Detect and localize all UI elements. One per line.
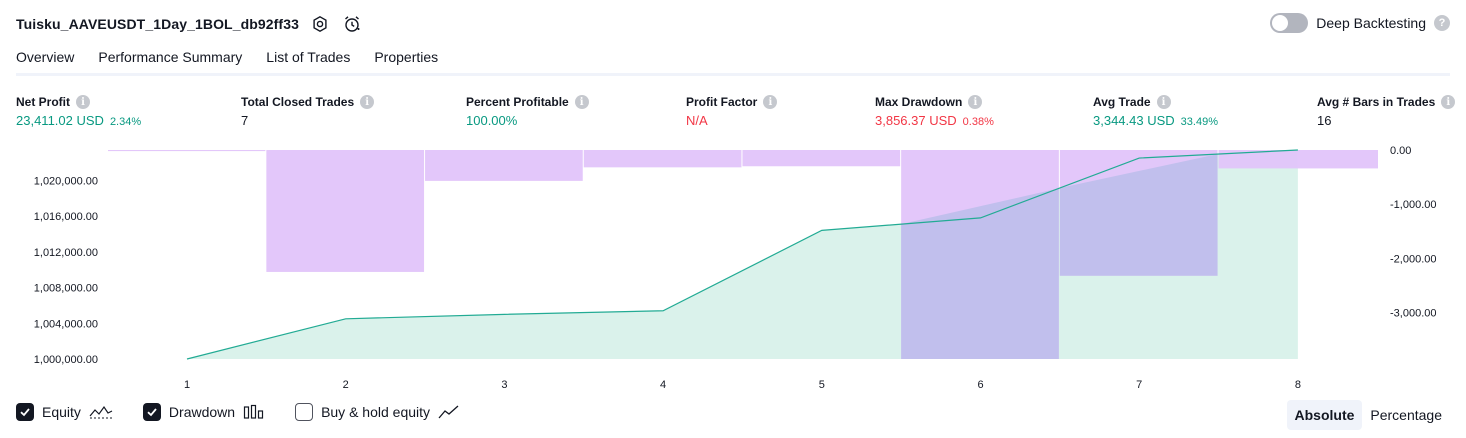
stat-max-drawdown: Max Drawdown i 3,856.37 USD 0.38%: [875, 93, 994, 128]
equity-line: [186, 149, 1298, 360]
left-axis-tick: 1,016,000.00: [34, 211, 98, 223]
deep-backtesting: Deep Backtesting ?: [1270, 13, 1450, 33]
stat-label: Avg # Bars in Trades: [1317, 95, 1436, 109]
x-axis-tick: 3: [501, 379, 507, 391]
drawdown-bar: [742, 150, 901, 167]
x-axis-tick: 8: [1295, 379, 1301, 391]
stat-avg-bars: Avg # Bars in Trades i 16: [1317, 93, 1456, 128]
stat-net-profit: Net Profit i 23,411.02 USD 2.34%: [16, 93, 141, 128]
stats-row: Net Profit i 23,411.02 USD 2.34% Total Clo…: [0, 93, 1466, 133]
checkbox-unchecked-icon[interactable]: [295, 403, 314, 421]
chart-legend: Equity Drawdown Buy & hold equity: [16, 403, 490, 421]
stat-value: 23,411.02 USD: [16, 113, 104, 128]
deep-backtesting-label: Deep Backtesting: [1316, 15, 1426, 31]
right-axis-tick: -1,000.00: [1390, 199, 1436, 211]
stat-label: Max Drawdown: [875, 95, 963, 109]
drawdown-bar: [266, 150, 425, 272]
x-axis-tick: 2: [343, 379, 349, 391]
x-axis-tick: 7: [1136, 379, 1142, 391]
help-icon[interactable]: ?: [1434, 15, 1450, 31]
scale-mode-switch: Absolute Percentage: [1286, 400, 1451, 430]
stat-label: Total Closed Trades: [241, 95, 355, 109]
drawdown-bar: [583, 150, 742, 168]
right-axis-tick: -2,000.00: [1390, 253, 1436, 265]
strategy-header: Tuisku_AAVEUSDT_1Day_1BOL_db92ff33: [16, 12, 363, 36]
x-axis-tick: 1: [184, 379, 190, 391]
tab-bar: Overview Performance Summary List of Tra…: [16, 44, 438, 76]
stat-percent-profitable: Percent Profitable i 100.00%: [466, 93, 589, 128]
percentage-button[interactable]: Percentage: [1370, 407, 1442, 423]
stat-value: 7: [241, 113, 249, 128]
stat-value: 3,856.37 USD: [875, 113, 957, 128]
tab-overview[interactable]: Overview: [16, 44, 75, 76]
stat-value: 3,344.43 USD: [1093, 113, 1175, 128]
legend-drawdown[interactable]: Drawdown: [142, 403, 265, 421]
stat-label: Net Profit: [16, 95, 70, 109]
info-icon[interactable]: i: [1156, 95, 1171, 109]
legend-label: Equity: [42, 404, 81, 420]
drawdown-bar: [425, 150, 583, 181]
equity-line-icon: [89, 404, 113, 420]
deep-backtesting-toggle[interactable]: [1270, 13, 1309, 33]
stat-value: 16: [1317, 113, 1332, 128]
info-icon[interactable]: i: [360, 95, 375, 109]
left-axis-tick: 1,020,000.00: [34, 175, 98, 187]
equity-drawdown-chart[interactable]: 1,000,000.00 1,004,000.00 1,008,000.00 1,01…: [0, 140, 1466, 395]
stat-percent: 33.49%: [1180, 116, 1218, 128]
stat-total-closed-trades: Total Closed Trades i 7: [241, 93, 375, 128]
tab-performance-summary[interactable]: Performance Summary: [98, 49, 243, 65]
left-axis-tick: 1,000,000.00: [34, 354, 98, 366]
stat-label: Percent Profitable: [466, 95, 569, 109]
legend-buy-hold-equity[interactable]: Buy & hold equity: [295, 403, 460, 421]
left-axis-tick: 1,012,000.00: [34, 247, 98, 259]
stat-percent: 0.38%: [962, 116, 994, 128]
checkbox-checked-icon[interactable]: [16, 403, 34, 421]
checkbox-checked-icon[interactable]: [142, 403, 161, 421]
info-icon[interactable]: i: [1441, 95, 1456, 109]
overlap-region: [901, 188, 1059, 359]
tab-list-of-trades[interactable]: List of Trades: [266, 49, 351, 65]
x-axis-tick: 6: [977, 379, 983, 391]
buy-hold-line-icon: [438, 404, 460, 420]
overlap-region: [1059, 154, 1218, 276]
right-axis-tick: -3,000.00: [1390, 308, 1436, 320]
stat-avg-trade: Avg Trade i 3,344.43 USD 33.49%: [1093, 93, 1218, 128]
right-axis-tick: 0.00: [1390, 145, 1411, 157]
info-icon[interactable]: i: [763, 95, 778, 109]
drawdown-bars-icon: [243, 404, 265, 420]
absolute-button[interactable]: Absolute: [1286, 400, 1363, 430]
drawdown-bar: [1218, 150, 1378, 169]
stat-profit-factor: Profit Factor i N/A: [686, 93, 778, 128]
legend-label: Drawdown: [168, 404, 236, 420]
x-axis-tick: 5: [819, 379, 825, 391]
stat-label: Profit Factor: [686, 95, 758, 109]
gear-icon[interactable]: [309, 13, 331, 35]
info-icon[interactable]: i: [574, 95, 589, 109]
legend-equity[interactable]: Equity: [16, 403, 113, 421]
stat-value: N/A: [686, 113, 708, 128]
info-icon[interactable]: i: [968, 95, 983, 109]
stat-label: Avg Trade: [1093, 95, 1151, 109]
stat-value: 100.00%: [466, 113, 518, 128]
drawdown-bar: [108, 150, 266, 152]
info-icon[interactable]: i: [76, 95, 90, 109]
strategy-title: Tuisku_AAVEUSDT_1Day_1BOL_db92ff33: [16, 16, 299, 32]
x-axis-tick: 4: [660, 379, 666, 391]
left-axis-tick: 1,008,000.00: [34, 283, 98, 295]
tab-properties[interactable]: Properties: [374, 49, 439, 65]
left-axis-tick: 1,004,000.00: [34, 318, 98, 330]
alarm-clock-icon[interactable]: [341, 13, 363, 35]
legend-label: Buy & hold equity: [321, 404, 431, 420]
tab-divider: [16, 73, 1450, 76]
stat-percent: 2.34%: [109, 116, 142, 128]
